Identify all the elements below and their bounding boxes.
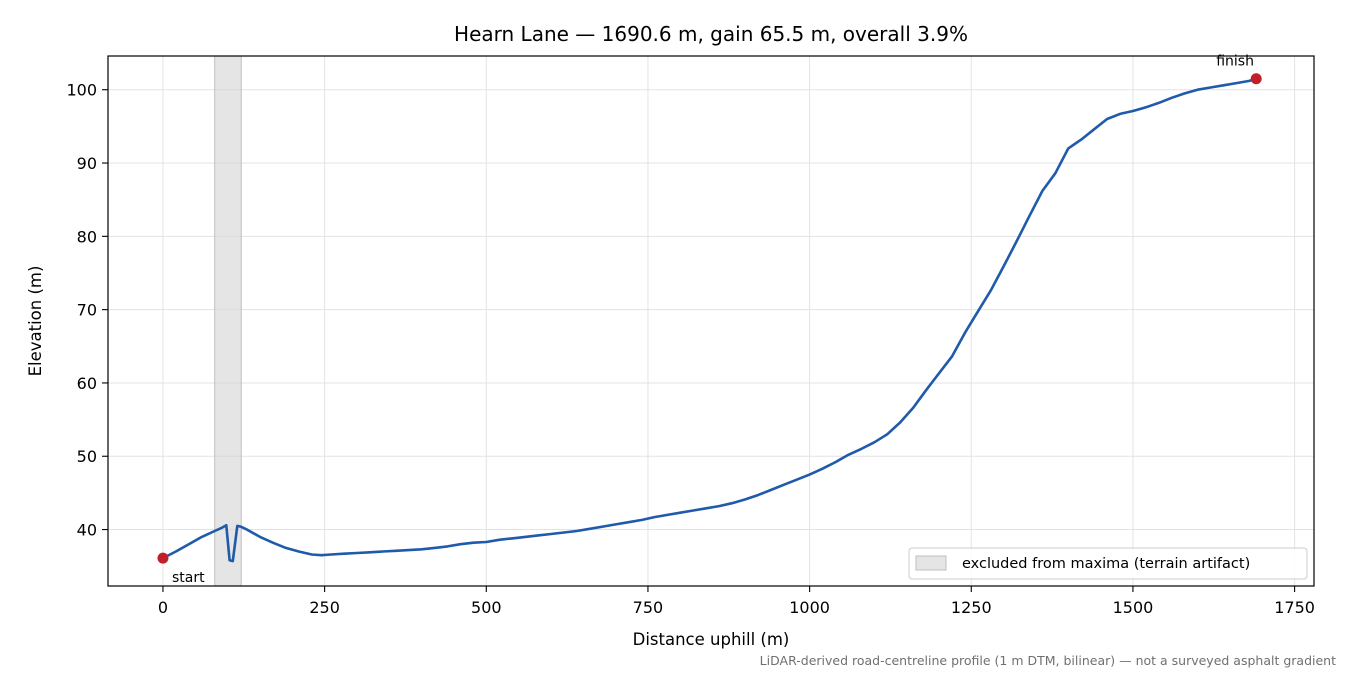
- x-tick-label-7: 1750: [1274, 598, 1315, 617]
- y-tick-label-5: 90: [77, 154, 97, 173]
- x-tick-label-6: 1500: [1113, 598, 1154, 617]
- footnote: LiDAR-derived road-centreline profile (1…: [760, 653, 1336, 668]
- series-layer: [161, 77, 1258, 563]
- y-axis-label: Elevation (m): [26, 266, 45, 377]
- excluded-region-layer: [214, 55, 242, 587]
- x-tick-label-5: 1250: [951, 598, 992, 617]
- legend-swatch-excluded: [915, 555, 947, 571]
- marker-layer: start finish: [157, 54, 1262, 586]
- finish-label: finish: [1216, 54, 1254, 70]
- plot-frame: [107, 55, 1315, 587]
- x-tick-label-0: 0: [158, 598, 168, 617]
- y-tick-label-4: 80: [77, 227, 97, 246]
- y-tick-label-2: 60: [77, 374, 97, 393]
- start-marker: [157, 552, 169, 564]
- legend-box: [908, 547, 1308, 580]
- y-tick-label-0: 40: [77, 521, 97, 540]
- grid-lines: [108, 56, 1314, 586]
- excluded-region-band: [214, 55, 242, 587]
- x-tick-label-1: 250: [309, 598, 340, 617]
- x-tick-label-3: 750: [633, 598, 664, 617]
- legend-entry-excluded: excluded from maxima (terrain artifact): [962, 556, 1250, 572]
- x-tick-label-2: 500: [471, 598, 502, 617]
- legend: excluded from maxima (terrain artifact): [908, 547, 1308, 580]
- x-axis-label: Distance uphill (m): [633, 630, 790, 649]
- start-label: start: [172, 570, 205, 586]
- axis-ticks: 0 250 500 750 1000 1250 1500 1750 40 50 60 70 80 90 10…: [66, 81, 1315, 617]
- x-tick-label-4: 1000: [789, 598, 830, 617]
- y-tick-label-6: 100: [66, 81, 97, 100]
- chart-title: Hearn Lane — 1690.6 m, gain 65.5 m, over…: [454, 22, 968, 46]
- plot-area: [108, 56, 1314, 586]
- y-tick-label-1: 50: [77, 447, 97, 466]
- y-tick-label-3: 70: [77, 301, 97, 320]
- elevation-line-0: [161, 77, 1258, 563]
- finish-marker: [1250, 73, 1262, 85]
